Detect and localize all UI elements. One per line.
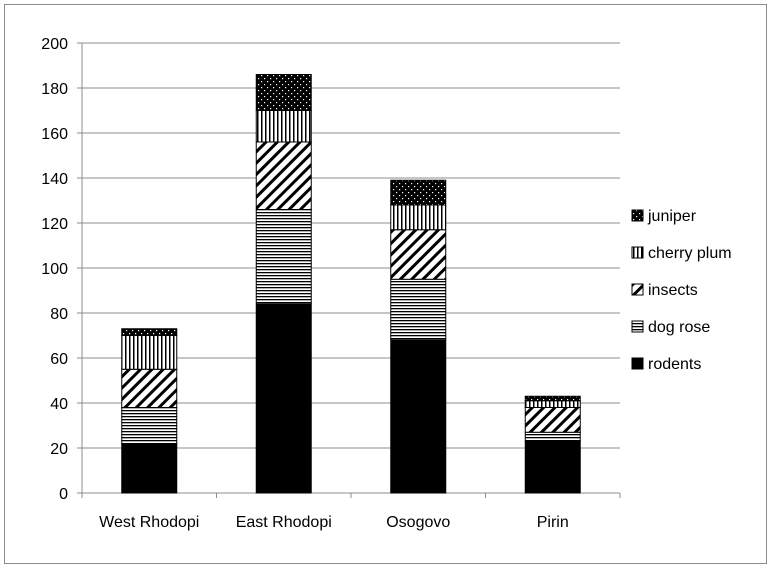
bar-segment-dog-rose [390,278,447,341]
y-tick-label: 100 [41,261,68,278]
y-axis-tick-labels: 0 20 40 60 80 100 120 140 160 180 200 [41,36,68,503]
legend-label-dog-rose: dog rose [648,319,710,336]
y-tick-label: 200 [41,36,68,53]
bar-segment-cherry-plum [255,110,312,143]
y-tick-label: 180 [41,81,68,98]
legend-swatch-insects [631,283,644,296]
y-tick-label: 80 [50,306,68,323]
bar-segment-dog-rose [255,209,312,305]
bar-segment-cherry-plum [390,204,447,231]
legend-label-insects: insects [648,282,698,299]
x-tick-label: Osogovo [386,514,450,531]
bar-segment-rodents [524,440,581,494]
bar-segment-rodents [390,339,447,494]
legend-swatch-cherry-plum [631,246,644,259]
bar-segment-dog-rose [524,431,581,442]
y-tick-label: 20 [50,441,68,458]
y-tick-label: 0 [59,486,68,503]
x-tick-label: East Rhodopi [236,514,332,531]
bar-segment-insects [121,368,178,408]
bar-segment-juniper [524,395,581,402]
bars [121,74,581,494]
bar-segment-juniper [121,328,178,336]
bar-segment-insects [390,229,447,280]
bar-segment-dog-rose [121,407,178,444]
y-tick-label: 40 [50,396,68,413]
bar-segment-cherry-plum [524,400,581,408]
bar-segment-rodents [121,443,178,494]
bar-segment-cherry-plum [121,335,178,370]
y-tick-label: 140 [41,171,68,188]
x-tick-label: Pirin [537,514,569,531]
chart-area: 0 20 40 60 80 100 120 140 160 180 200 West Rhodopi… [4,4,767,564]
y-tick-label: 120 [41,216,68,233]
legend-swatch-dog-rose [631,320,644,333]
stacked-bar-chart: 0 20 40 60 80 100 120 140 160 180 200 West Rhodopi… [41,36,732,531]
legend-label-cherry-plum: cherry plum [648,245,732,262]
legend-swatch-rodents [631,357,644,370]
bar-segment-insects [524,407,581,433]
legend: juniper cherry plum insects dog rose rodents [631,208,732,373]
bar-segment-juniper [390,179,447,206]
bar-segment-juniper [255,74,312,111]
legend-swatch-juniper [631,209,644,222]
bar-segment-rodents [255,303,312,494]
x-axis-tick-labels: West Rhodopi East Rhodopi Osogovo Pirin [99,514,569,531]
y-tick-label: 160 [41,126,68,143]
legend-label-rodents: rodents [648,356,701,373]
bar-segment-insects [255,141,312,210]
x-tick-label: West Rhodopi [99,514,199,531]
y-tick-label: 60 [50,351,68,368]
legend-label-juniper: juniper [647,208,697,225]
